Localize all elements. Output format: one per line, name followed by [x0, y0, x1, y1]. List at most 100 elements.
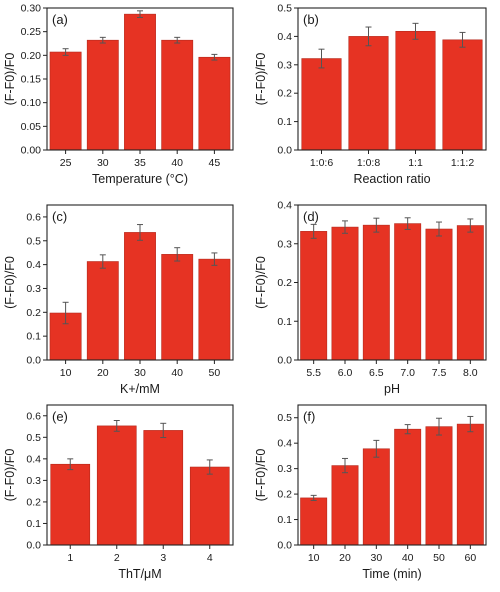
x-axis-label: pH: [384, 382, 400, 396]
x-tick-label: 6.5: [369, 367, 384, 379]
panel-label: (f): [303, 409, 315, 424]
x-axis-label: Reaction ratio: [353, 172, 430, 186]
bar: [198, 258, 231, 361]
x-tick-label: 20: [97, 367, 109, 379]
bar: [143, 430, 184, 546]
y-axis-label-group: (F-F0)/F0: [254, 256, 268, 309]
x-axis-label: K+/mM: [120, 382, 160, 396]
y-tick-label: 0.15: [21, 74, 42, 86]
x-tick-label: 1:1: [408, 157, 423, 169]
bar: [189, 466, 230, 546]
panel-label: (c): [52, 209, 67, 224]
y-tick-label: 0.1: [277, 316, 292, 328]
x-tick-label: 60: [464, 552, 476, 564]
bar: [456, 423, 484, 546]
x-tick-label: 10: [60, 367, 72, 379]
x-tick-label: 30: [370, 552, 382, 564]
y-tick-label: 0.5: [277, 412, 292, 424]
bar: [124, 232, 156, 361]
y-axis-label: (F-F0)/F0: [3, 449, 17, 502]
bar: [300, 497, 328, 546]
y-axis-label-group: (F-F0)/F0: [3, 53, 17, 106]
plot-frame: [297, 7, 487, 151]
bar: [161, 254, 194, 361]
y-axis-label-group: (F-F0)/F0: [3, 449, 17, 502]
y-tick-label: 0.0: [277, 145, 292, 157]
x-tick-label: 5.5: [306, 367, 321, 379]
y-tick-label: 0.3: [26, 283, 41, 295]
x-tick-label: 30: [134, 367, 146, 379]
y-tick-label: 0.20: [21, 50, 42, 62]
panel-e: 1 2 3 4 0.0 0.1 0.2 0.3 0.4 0.5 0.6 (e) ThT/μM: [26, 404, 234, 581]
bar: [331, 226, 359, 361]
y-tick-label: 0.2: [26, 307, 41, 319]
y-tick-label: 0.1: [277, 116, 292, 128]
y-tick-label: 0.10: [21, 97, 42, 109]
bar: [124, 13, 156, 151]
y-tick-label: 0.0: [277, 540, 292, 552]
x-tick-label: 10: [308, 552, 320, 564]
panel-label: (a): [52, 12, 68, 27]
x-tick-label: 20: [339, 552, 351, 564]
y-tick-label: 0.00: [21, 145, 42, 157]
y-tick-label: 0.5: [277, 3, 292, 15]
plot-frame: [46, 204, 234, 361]
y-tick-label: 0.0: [277, 355, 292, 367]
y-axis-label: (F-F0)/F0: [3, 53, 17, 106]
y-tick-label: 0.5: [26, 235, 41, 247]
y-tick-label: 0.6: [26, 410, 41, 422]
bar: [394, 223, 422, 361]
x-tick-label: 40: [171, 157, 183, 169]
y-tick-label: 0.4: [277, 438, 292, 450]
y-axis-label-group: (F-F0)/F0: [3, 256, 17, 309]
bar: [425, 228, 453, 361]
x-tick-label: 4: [207, 552, 213, 564]
panel-c: 10 20 30 40 50 0.0 0.1 0.2 0.3 0.4 0.5 0.6 (c) K+/mM: [26, 204, 234, 396]
bar: [456, 225, 484, 361]
y-tick-label: 0.3: [277, 59, 292, 71]
x-tick-label: 7.5: [432, 367, 447, 379]
bar: [161, 39, 194, 151]
y-axis-label: (F-F0)/F0: [254, 449, 268, 502]
y-tick-label: 0.05: [21, 121, 42, 133]
bar: [86, 261, 119, 361]
y-tick-label: 0.5: [26, 432, 41, 444]
x-tick-label: 2: [114, 552, 120, 564]
x-tick-label: 50: [433, 552, 445, 564]
bar: [301, 58, 342, 151]
y-tick-label: 0.0: [26, 355, 41, 367]
y-tick-label: 0.4: [277, 200, 292, 212]
y-tick-label: 0.2: [26, 496, 41, 508]
x-axis-label: ThT/μM: [118, 567, 161, 581]
y-axis-label: (F-F0)/F0: [254, 53, 268, 106]
x-tick-label: 45: [209, 157, 221, 169]
y-tick-label: 0.2: [277, 277, 292, 289]
panel-a: 25 30 35 40 45 0.00 0.05 0.10 0.15 0.20 0.25 0.30 (a…: [21, 3, 234, 186]
bar: [348, 36, 389, 151]
x-tick-label: 40: [402, 552, 414, 564]
x-tick-label: 6.0: [338, 367, 353, 379]
panel-label: (d): [303, 209, 319, 224]
plot-frame: [46, 404, 234, 546]
bar: [362, 448, 390, 546]
y-tick-label: 0.1: [26, 518, 41, 530]
x-tick-label: 1:0:6: [310, 157, 334, 169]
panel-f: 10 20 30 40 50 60 0.0 0.1 0.2 0.3 0.4 0.5 (f) Time (m…: [277, 404, 487, 581]
y-tick-label: 0.3: [277, 238, 292, 250]
x-tick-label: 7.0: [400, 367, 415, 379]
bar: [362, 224, 390, 361]
y-axis-label: (F-F0)/F0: [3, 256, 17, 309]
bar: [394, 428, 422, 546]
bar: [395, 30, 436, 151]
bar: [49, 51, 82, 151]
y-tick-label: 0.1: [26, 331, 41, 343]
y-axis-label-group: (F-F0)/F0: [254, 53, 268, 106]
y-tick-label: 0.30: [21, 3, 42, 15]
x-tick-label: 3: [160, 552, 166, 564]
x-tick-label: 50: [209, 367, 221, 379]
y-axis-label: (F-F0)/F0: [254, 256, 268, 309]
bar: [198, 56, 231, 151]
bar: [86, 39, 119, 151]
y-tick-label: 0.0: [26, 540, 41, 552]
